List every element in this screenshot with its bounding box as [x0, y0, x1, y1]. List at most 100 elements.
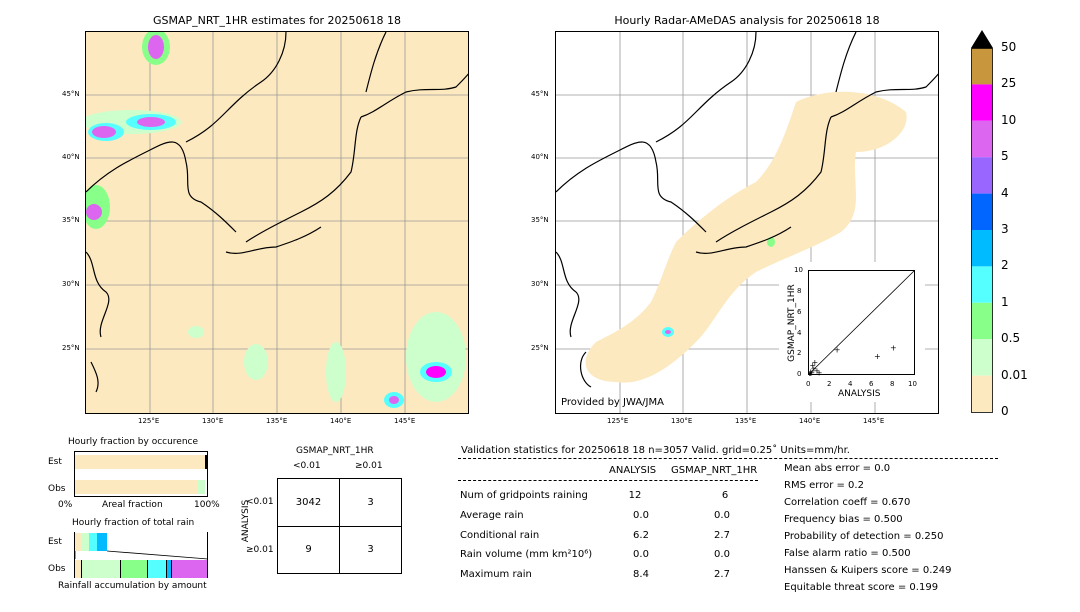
right-lat-45: 45°N	[531, 90, 549, 98]
colorbar-label-2: 10	[1001, 112, 1017, 127]
scatter-point: +	[816, 368, 823, 376]
cont-cell-1: 3042	[295, 497, 322, 508]
frac-total-footer: Rainfall accumulation by amount	[58, 581, 207, 591]
left-map-title: GSMAP_NRT_1HR estimates for 20250618 18	[152, 14, 402, 27]
scatter-point: +	[812, 358, 819, 367]
col-analysis: ANALYSIS	[609, 465, 657, 476]
coastlines-right	[556, 32, 938, 388]
stat-a-4: 0.0	[633, 549, 649, 560]
obs-seg-1	[75, 560, 82, 578]
cont-cell-3: 9	[305, 544, 312, 555]
obs-seg-3	[121, 560, 148, 578]
stat-label-4: Rain volume (mm km²10⁶)	[460, 549, 593, 560]
stat-label-5: Maximum rain	[460, 569, 532, 580]
cont-row-lt: <0.01	[246, 497, 274, 507]
cont-cell-4: 3	[367, 544, 374, 555]
right-lat-25: 25°N	[531, 344, 549, 352]
colorbar-label-8: 0.5	[1001, 331, 1021, 346]
scatter-xlabel: ANALYSIS	[838, 389, 881, 399]
frac-occ-axis-right: 100%	[194, 500, 220, 510]
colorbar-band-4	[971, 193, 993, 230]
stat-g-5: 2.7	[714, 569, 730, 580]
stat-label-1: Num of gridpoints raining	[460, 490, 588, 501]
stat-g-4: 0.0	[714, 549, 730, 560]
left-lon-145: 145°E	[394, 417, 416, 425]
stat-a-1: 12	[628, 490, 642, 501]
score-8: Equitable threat score = 0.199	[784, 582, 939, 593]
scatter-y-4: 4	[797, 329, 802, 337]
stat-a-3: 6.2	[633, 530, 649, 541]
left-lat-35: 35°N	[62, 216, 80, 224]
colorbar-band-6	[971, 266, 993, 303]
stat-g-2: 0.0	[714, 510, 730, 521]
coastlines	[86, 32, 468, 393]
scatter-point: +	[810, 364, 817, 373]
left-lon-125: 125°E	[138, 417, 160, 425]
est-seg-4	[97, 533, 107, 551]
colorbar-label-4: 4	[1001, 185, 1009, 200]
scatter-point: +	[808, 368, 815, 376]
cont-col-lt: <0.01	[293, 461, 321, 471]
right-lon-140: 140°E	[799, 417, 821, 425]
score-5: Probability of detection = 0.250	[784, 531, 944, 542]
scatter-x-4: 4	[848, 380, 853, 388]
right-lon-135: 135°E	[735, 417, 757, 425]
scatter-x-8: 8	[890, 380, 895, 388]
colorbar-band-2	[971, 120, 993, 158]
validation-divider	[458, 458, 998, 459]
contingency-table: 3042 3 9 3	[277, 478, 402, 574]
scatter-y-0: 0	[797, 370, 802, 378]
stat-label-3: Conditional rain	[460, 530, 540, 541]
score-2: RMS error = 0.2	[784, 480, 864, 491]
scatter-point: +	[834, 346, 841, 355]
colorbar-label-6: 2	[1001, 258, 1009, 273]
frac-total-est-label: Est	[48, 537, 62, 547]
left-map-canvas	[86, 32, 468, 413]
colorbar-label-9: 0.01	[1001, 367, 1028, 382]
score-7: Hanssen & Kuipers score = 0.249	[784, 565, 952, 576]
right-lat-30: 30°N	[531, 280, 549, 288]
frac-occ-axis-left: 0%	[58, 500, 73, 510]
right-lon-130: 130°E	[671, 417, 693, 425]
left-lon-135: 135°E	[266, 417, 288, 425]
scatter-y-10: 10	[794, 266, 803, 274]
scatter-point: +	[808, 367, 814, 376]
colorbar-band-3	[971, 157, 993, 194]
obs-seg-4	[148, 560, 167, 578]
left-lat-45: 45°N	[62, 90, 80, 98]
colorbar-label-1: 25	[1001, 76, 1017, 91]
scatter-x-6: 6	[869, 380, 874, 388]
left-map	[85, 31, 469, 414]
cont-row-ge: ≥0.01	[246, 545, 274, 555]
stat-a-2: 0.0	[633, 510, 649, 521]
colorbar-label-5: 3	[1001, 222, 1009, 236]
scatter-x-10: 10	[908, 380, 917, 388]
stat-g-3: 2.7	[714, 530, 730, 541]
col-gsmap: GSMAP_NRT_1HR	[671, 465, 758, 476]
left-lon-140: 140°E	[330, 417, 352, 425]
scatter-x-0: 0	[806, 380, 811, 388]
colorbar-band-9	[971, 375, 993, 412]
scatter-point: +	[890, 343, 897, 352]
right-map-title: Hourly Radar-AMeDAS analysis for 2025061…	[614, 14, 880, 27]
cont-col-title: GSMAP_NRT_1HR	[296, 446, 374, 456]
frac-occ-obs-rain	[197, 480, 205, 494]
provider-label: Provided by JWA/JMA	[561, 397, 664, 408]
score-4: Frequency bias = 0.500	[784, 514, 903, 525]
scatter-point: +	[808, 370, 814, 376]
est-seg-2	[81, 533, 89, 551]
obs-seg-6	[172, 560, 207, 578]
left-lat-30: 30°N	[62, 280, 80, 288]
right-lon-125: 125°E	[607, 417, 629, 425]
stat-g-1: 6	[721, 490, 729, 501]
radar-coverage	[585, 91, 907, 383]
scatter-point: +	[809, 361, 816, 370]
colorbar-band-7	[971, 302, 993, 340]
frac-occ-frame	[74, 451, 208, 497]
scatter-y-8: 8	[797, 287, 802, 295]
left-lon-130: 130°E	[202, 417, 224, 425]
colorbar-band-1	[971, 84, 993, 121]
colorbar-label-0: 50	[1001, 40, 1017, 54]
scatter-ylabel: GSMAP_NRT_1HR	[787, 284, 797, 362]
right-lat-40: 40°N	[531, 153, 549, 161]
